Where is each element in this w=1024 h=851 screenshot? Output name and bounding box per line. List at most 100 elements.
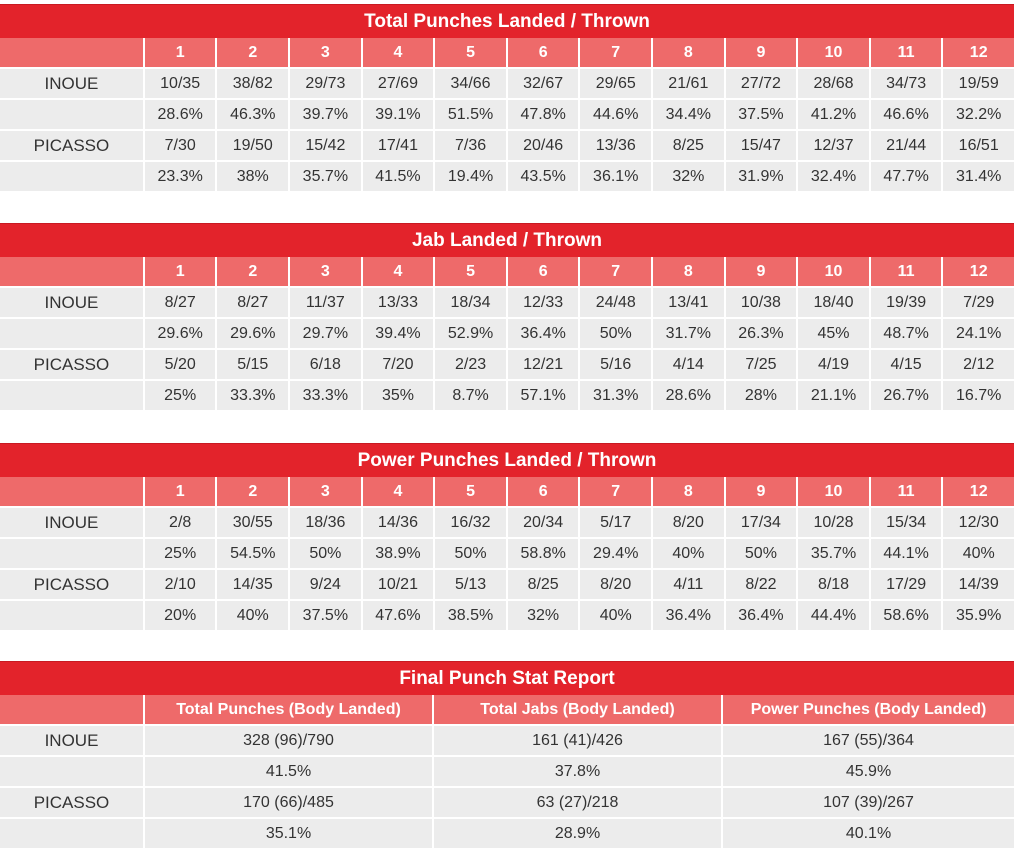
round-header-3: 3 (290, 477, 361, 506)
pct-cell: 51.5% (435, 100, 506, 129)
round-header-10: 10 (798, 477, 869, 506)
landed-cell: 4/15 (870, 350, 942, 379)
fighter-name: PICASSO (0, 350, 143, 379)
landed-cell: 17/41 (362, 131, 434, 160)
stats-table-3: Power Punches Landed / Thrown 1 2 3 4 5 6 7 8 9 10… (0, 443, 1014, 630)
landed-cell: 2/10 (144, 570, 216, 599)
final-column-header: Power Punches (Body Landed) (723, 695, 1014, 724)
landed-cell: 15/34 (870, 508, 942, 537)
name-spacer (0, 319, 143, 348)
landed-cell: 11/37 (290, 288, 361, 317)
header-spacer (0, 38, 143, 67)
fighter-name: PICASSO (0, 131, 143, 160)
fighter-pct-row: 25% 54.5% 50% 38.9% 50% 58.8% 29.4% 40% 50% 35.7%… (0, 539, 1014, 568)
pct-cell: 54.5% (217, 539, 289, 568)
landed-cell: 12/37 (798, 131, 869, 160)
landed-cell: 8/27 (217, 288, 289, 317)
name-spacer (0, 601, 143, 630)
fighter-name: INOUE (0, 69, 143, 98)
round-header-6: 6 (507, 257, 579, 286)
final-pct-cell: 28.9% (434, 819, 721, 848)
round-header-12: 12 (943, 38, 1014, 67)
landed-cell: 17/34 (725, 508, 797, 537)
pct-cell: 44.6% (580, 100, 652, 129)
round-header-8: 8 (653, 257, 724, 286)
landed-cell: 5/20 (144, 350, 216, 379)
final-pct-cell: 35.1% (145, 819, 432, 848)
round-header-6: 6 (507, 477, 579, 506)
final-landed-cell: 107 (39)/267 (723, 788, 1014, 817)
landed-cell: 38/82 (217, 69, 289, 98)
pct-cell: 33.3% (217, 381, 289, 410)
pct-cell: 36.4% (725, 601, 797, 630)
fighter-name: INOUE (0, 508, 143, 537)
final-column-header: Total Punches (Body Landed) (145, 695, 432, 724)
final-landed-cell: 167 (55)/364 (723, 726, 1014, 755)
table-title: Power Punches Landed / Thrown (0, 443, 1014, 477)
pct-cell: 45% (798, 319, 869, 348)
round-header-7: 7 (580, 477, 652, 506)
pct-cell: 16.7% (943, 381, 1014, 410)
landed-cell: 13/33 (362, 288, 434, 317)
landed-cell: 12/30 (943, 508, 1014, 537)
landed-cell: 19/50 (217, 131, 289, 160)
pct-cell: 48.7% (870, 319, 942, 348)
round-header-11: 11 (870, 38, 942, 67)
landed-cell: 32/67 (507, 69, 579, 98)
landed-cell: 10/35 (144, 69, 216, 98)
pct-cell: 44.4% (798, 601, 869, 630)
final-stat-table: Final Punch Stat Report Total Punches (Bo… (0, 661, 1014, 848)
landed-cell: 4/14 (653, 350, 724, 379)
landed-cell: 12/21 (507, 350, 579, 379)
pct-cell: 33.3% (290, 381, 361, 410)
pct-cell: 46.6% (870, 100, 942, 129)
pct-cell: 32.4% (798, 162, 869, 191)
landed-cell: 15/47 (725, 131, 797, 160)
pct-cell: 37.5% (725, 100, 797, 129)
landed-cell: 14/35 (217, 570, 289, 599)
landed-cell: 4/11 (653, 570, 724, 599)
landed-cell: 7/29 (943, 288, 1014, 317)
pct-cell: 38.9% (362, 539, 434, 568)
name-spacer (0, 100, 143, 129)
pct-cell: 38.5% (435, 601, 506, 630)
landed-cell: 16/32 (435, 508, 506, 537)
pct-cell: 25% (144, 539, 216, 568)
round-header-9: 9 (725, 38, 797, 67)
landed-cell: 10/21 (362, 570, 434, 599)
landed-cell: 7/20 (362, 350, 434, 379)
landed-cell: 29/73 (290, 69, 361, 98)
landed-cell: 8/25 (507, 570, 579, 599)
round-header-5: 5 (435, 257, 506, 286)
pct-cell: 19.4% (435, 162, 506, 191)
round-header-10: 10 (798, 257, 869, 286)
fighter-name: INOUE (0, 288, 143, 317)
pct-cell: 31.3% (580, 381, 652, 410)
pct-cell: 8.7% (435, 381, 506, 410)
landed-cell: 10/28 (798, 508, 869, 537)
pct-cell: 50% (580, 319, 652, 348)
landed-cell: 15/42 (290, 131, 361, 160)
round-header-1: 1 (144, 38, 216, 67)
pct-cell: 24.1% (943, 319, 1014, 348)
landed-cell: 4/19 (798, 350, 869, 379)
pct-cell: 40% (653, 539, 724, 568)
final-pct-row: 35.1% 28.9% 40.1% (0, 819, 1014, 848)
landed-cell: 18/34 (435, 288, 506, 317)
pct-cell: 26.7% (870, 381, 942, 410)
pct-cell: 58.8% (507, 539, 579, 568)
stats-table-2: Jab Landed / Thrown 1 2 3 4 5 6 7 8 9 10 11 12 INOUE 8… (0, 223, 1014, 410)
round-header-12: 12 (943, 477, 1014, 506)
pct-cell: 35.7% (798, 539, 869, 568)
pct-cell: 41.5% (362, 162, 434, 191)
fighter-pct-row: 29.6% 29.6% 29.7% 39.4% 52.9% 36.4% 50% 31.7% 26… (0, 319, 1014, 348)
pct-cell: 47.6% (362, 601, 434, 630)
landed-cell: 7/25 (725, 350, 797, 379)
landed-cell: 8/25 (653, 131, 724, 160)
fighter-pct-row: 25% 33.3% 33.3% 35% 8.7% 57.1% 31.3% 28.6% 28% 21… (0, 381, 1014, 410)
final-landed-row: INOUE 328 (96)/790 161 (41)/426 167 (55)/36… (0, 726, 1014, 755)
final-pct-cell: 37.8% (434, 757, 721, 786)
final-landed-cell: 170 (66)/485 (145, 788, 432, 817)
pct-cell: 25% (144, 381, 216, 410)
header-spacer (0, 695, 143, 724)
